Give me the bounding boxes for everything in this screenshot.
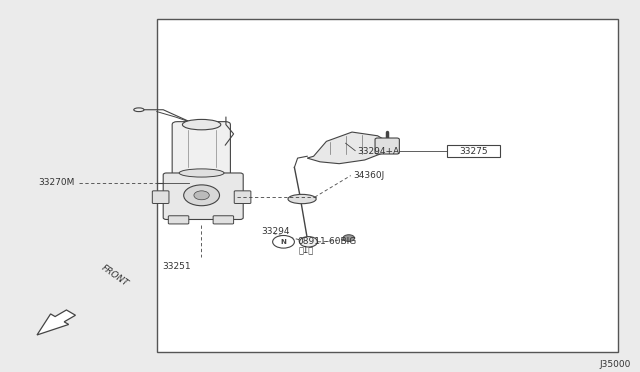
- Text: 33294: 33294: [261, 227, 290, 236]
- Polygon shape: [37, 310, 76, 335]
- Circle shape: [273, 235, 294, 248]
- FancyBboxPatch shape: [375, 138, 399, 154]
- FancyBboxPatch shape: [172, 122, 230, 178]
- Text: 08911-60BlG: 08911-60BlG: [298, 237, 357, 246]
- Text: （1）: （1）: [299, 246, 314, 254]
- Polygon shape: [307, 132, 390, 164]
- Circle shape: [184, 185, 220, 206]
- FancyBboxPatch shape: [447, 145, 500, 157]
- Bar: [157, 19, 618, 352]
- Ellipse shape: [182, 119, 221, 130]
- Text: J35000: J35000: [599, 360, 630, 369]
- FancyBboxPatch shape: [163, 173, 243, 219]
- Text: 33275: 33275: [460, 147, 488, 155]
- Circle shape: [343, 235, 355, 241]
- FancyBboxPatch shape: [234, 191, 251, 203]
- FancyBboxPatch shape: [152, 191, 169, 203]
- Text: N: N: [280, 239, 287, 245]
- Ellipse shape: [288, 194, 316, 204]
- Text: 33251: 33251: [163, 262, 191, 271]
- Circle shape: [300, 237, 317, 247]
- Text: FRONT: FRONT: [99, 263, 129, 288]
- FancyBboxPatch shape: [213, 216, 234, 224]
- Text: 34360J: 34360J: [353, 171, 385, 180]
- Text: 33294+A: 33294+A: [357, 147, 399, 155]
- FancyBboxPatch shape: [168, 216, 189, 224]
- Text: 33270M: 33270M: [38, 178, 75, 187]
- Ellipse shape: [134, 108, 144, 112]
- Ellipse shape: [179, 169, 224, 177]
- Circle shape: [194, 191, 209, 200]
